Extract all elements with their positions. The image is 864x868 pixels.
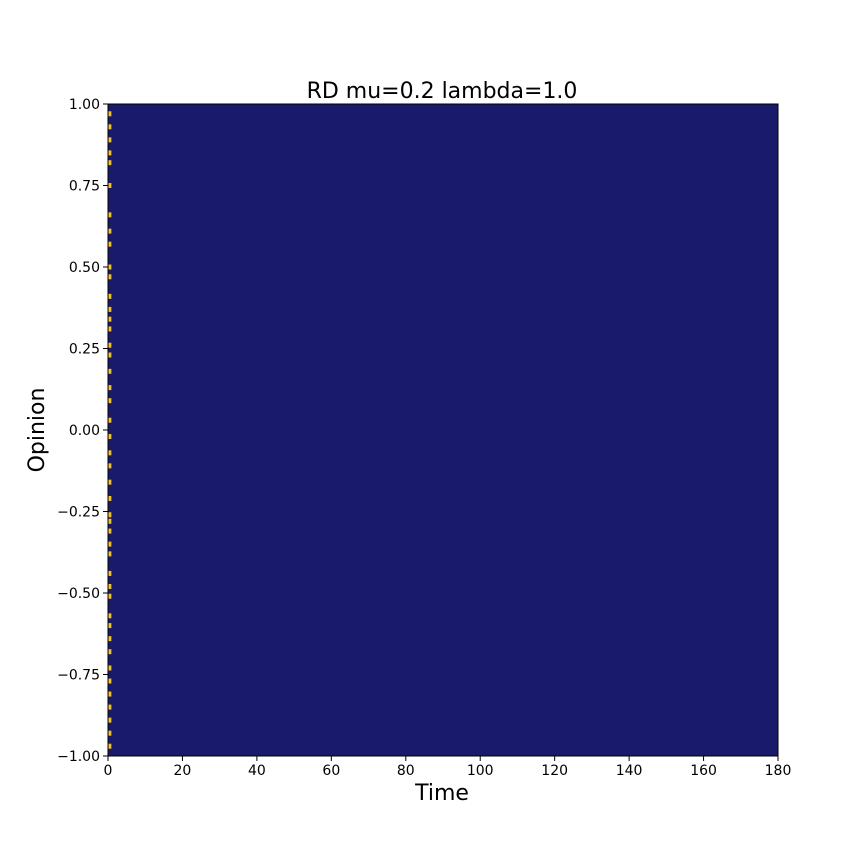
y-tick-label: 1.00 xyxy=(69,97,100,113)
heatmap-cell xyxy=(108,551,112,557)
heatmap-cell xyxy=(108,264,112,270)
heatmap-cell xyxy=(108,326,112,332)
heatmap-cell xyxy=(108,124,112,130)
heatmap-cell xyxy=(108,160,112,166)
x-tick-label: 100 xyxy=(467,763,494,779)
heatmap-cell xyxy=(108,518,112,524)
heatmap-cell xyxy=(108,342,112,348)
y-axis-label: Opinion xyxy=(25,388,50,473)
heatmap-cell xyxy=(108,593,112,599)
y-tick-label: −0.25 xyxy=(57,505,100,521)
x-tick-label: 80 xyxy=(397,763,415,779)
heatmap-cell xyxy=(108,137,112,143)
heatmap-cell xyxy=(108,613,112,619)
x-tick-label: 140 xyxy=(616,763,643,779)
y-tick-label: 0.75 xyxy=(69,179,100,195)
heatmap-cell xyxy=(108,495,112,501)
x-tick-label: 40 xyxy=(248,763,266,779)
y-axis: −1.00 −0.75 −0.50 −0.25 0.00 0.25 0.50 0.75 1.00 xyxy=(57,97,108,765)
heatmap-cell xyxy=(108,717,112,723)
heatmap-cell xyxy=(108,463,112,469)
x-tick-label: 0 xyxy=(104,763,113,779)
x-tick-label: 60 xyxy=(322,763,340,779)
heatmap-cell xyxy=(108,636,112,642)
chart-title: RD mu=0.2 lambda=1.0 xyxy=(307,79,578,104)
x-tick-label: 20 xyxy=(174,763,192,779)
heatmap-cell xyxy=(108,241,112,247)
heatmap-cell xyxy=(108,150,112,156)
y-tick-label: 0.50 xyxy=(69,260,100,276)
heatmap-cell xyxy=(108,730,112,736)
heatmap-cell xyxy=(108,316,112,322)
heatmap-cell xyxy=(108,368,112,374)
x-tick-label: 120 xyxy=(541,763,568,779)
heatmap-cell xyxy=(108,212,112,218)
heatmap-cell xyxy=(108,228,112,234)
heatmap-cell xyxy=(108,541,112,547)
heatmap-cell xyxy=(108,691,112,697)
heatmap-cell xyxy=(108,111,112,117)
y-tick-label: −1.00 xyxy=(57,749,100,765)
heatmap-cell xyxy=(108,623,112,629)
heatmap-cell xyxy=(108,274,112,280)
heatmap-cell xyxy=(108,450,112,456)
y-tick-label: −0.75 xyxy=(57,668,100,684)
heatmap-cell xyxy=(108,434,112,440)
x-tick-label: 180 xyxy=(765,763,792,779)
y-tick-label: 0.00 xyxy=(69,423,100,439)
heatmap-cell xyxy=(108,398,112,404)
heatmap-background xyxy=(108,104,778,756)
heatmap-cell xyxy=(108,479,112,485)
heatmap-cell xyxy=(108,183,112,188)
heatmap-cell xyxy=(108,704,112,710)
heatmap-cell xyxy=(108,678,112,684)
heatmap-cell xyxy=(108,385,112,391)
heatmap-cell xyxy=(108,306,112,312)
heatmap-cell xyxy=(108,649,112,655)
x-tick-label: 160 xyxy=(690,763,717,779)
heatmap-cell xyxy=(108,665,112,671)
heatmap-cell xyxy=(108,583,112,589)
heatmap-cell xyxy=(108,512,112,518)
y-tick-label: −0.50 xyxy=(57,586,100,602)
x-axis: 0 20 40 60 80 100 120 140 160 180 xyxy=(104,756,792,779)
heatmap-cell xyxy=(108,293,112,299)
heatmap-cell xyxy=(108,743,112,749)
heatmap-cell xyxy=(108,417,112,423)
x-axis-label: Time xyxy=(414,781,469,806)
heatmap-cell xyxy=(108,352,112,358)
heatmap-cell xyxy=(108,528,112,534)
y-tick-label: 0.25 xyxy=(69,342,100,358)
heatmap-cell xyxy=(108,570,112,576)
